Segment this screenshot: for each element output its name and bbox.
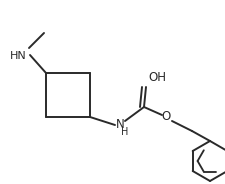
Text: O: O [161,111,171,123]
Text: N: N [116,118,124,132]
Text: OH: OH [148,71,166,84]
Text: HN: HN [10,51,27,61]
Text: H: H [121,127,129,137]
